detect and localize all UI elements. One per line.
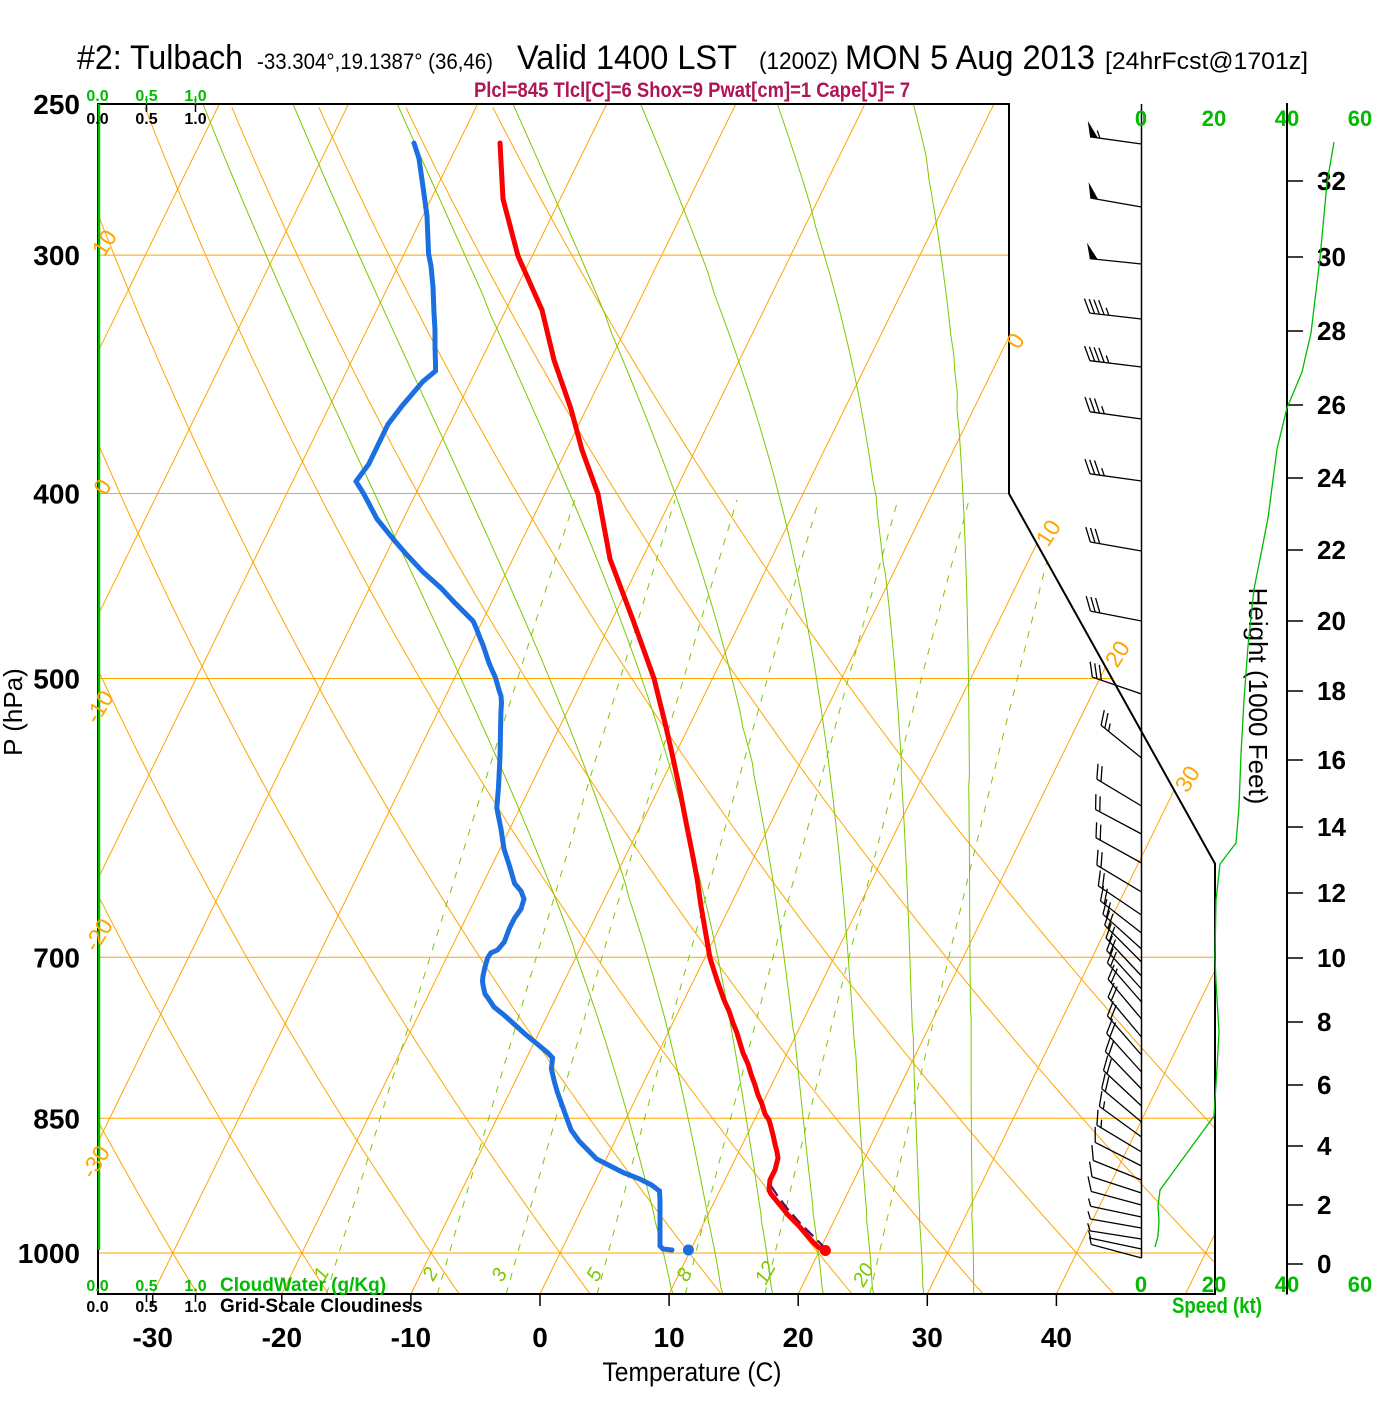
svg-text:4: 4 — [1317, 1131, 1332, 1161]
svg-text:0: 0 — [1135, 106, 1147, 131]
svg-text:0.5: 0.5 — [135, 111, 157, 128]
svg-text:8: 8 — [1317, 1007, 1331, 1037]
svg-text:10: 10 — [654, 1322, 685, 1353]
svg-text:P (hPa): P (hPa) — [0, 668, 28, 756]
svg-text:40: 40 — [1041, 1322, 1072, 1353]
svg-text:Temperature (C): Temperature (C) — [603, 1357, 782, 1387]
svg-text:20: 20 — [1202, 1272, 1226, 1297]
svg-text:700: 700 — [33, 942, 80, 973]
svg-text:0: 0 — [1135, 1272, 1147, 1297]
svg-text:0.0: 0.0 — [86, 111, 108, 128]
svg-text:MON 5 Aug 2013: MON 5 Aug 2013 — [845, 39, 1095, 77]
svg-text:500: 500 — [33, 664, 80, 695]
svg-text:#2: Tulbach: #2: Tulbach — [77, 39, 243, 77]
svg-text:-30: -30 — [132, 1322, 172, 1353]
svg-text:1.0: 1.0 — [184, 1278, 206, 1295]
svg-text:20: 20 — [1317, 606, 1346, 636]
svg-text:Grid-Scale Cloudiness: Grid-Scale Cloudiness — [220, 1296, 423, 1317]
svg-text:0.5: 0.5 — [135, 1299, 157, 1316]
svg-text:10: 10 — [1317, 943, 1346, 973]
svg-text:400: 400 — [33, 479, 80, 510]
svg-text:16: 16 — [1317, 745, 1346, 775]
svg-text:6: 6 — [1317, 1070, 1331, 1100]
svg-text:Valid 1400 LST: Valid 1400 LST — [517, 39, 737, 77]
svg-text:0.5: 0.5 — [135, 88, 157, 105]
svg-text:[24hrFcst@1701z]: [24hrFcst@1701z] — [1105, 48, 1308, 75]
svg-text:28: 28 — [1317, 316, 1346, 346]
svg-text:14: 14 — [1317, 812, 1346, 842]
svg-text:30: 30 — [1317, 242, 1346, 272]
svg-text:20: 20 — [1202, 106, 1226, 131]
svg-text:0.0: 0.0 — [86, 1278, 108, 1295]
svg-text:0.0: 0.0 — [86, 88, 108, 105]
svg-text:1000: 1000 — [18, 1238, 80, 1269]
svg-text:22: 22 — [1317, 535, 1346, 565]
svg-text:Height (1000 Feet): Height (1000 Feet) — [1243, 588, 1273, 805]
svg-text:32: 32 — [1317, 166, 1346, 196]
svg-text:0: 0 — [1317, 1249, 1331, 1279]
svg-text:250: 250 — [33, 89, 80, 120]
svg-text:1.0: 1.0 — [184, 111, 206, 128]
svg-text:30: 30 — [912, 1322, 943, 1353]
svg-text:Plcl=845 Tlcl[C]=6 Shox=9 Pwat: Plcl=845 Tlcl[C]=6 Shox=9 Pwat[cm]=1 Cap… — [474, 79, 910, 102]
svg-text:20: 20 — [783, 1322, 814, 1353]
svg-text:1.0: 1.0 — [184, 1299, 206, 1316]
svg-text:1.0: 1.0 — [184, 88, 206, 105]
svg-text:0.5: 0.5 — [135, 1278, 157, 1295]
svg-text:(1200Z): (1200Z) — [759, 48, 838, 75]
svg-text:CloudWater (g/Kg): CloudWater (g/Kg) — [220, 1275, 386, 1296]
svg-text:-20: -20 — [262, 1322, 302, 1353]
svg-text:60: 60 — [1348, 1272, 1372, 1297]
svg-text:0: 0 — [532, 1322, 548, 1353]
svg-text:2: 2 — [1317, 1190, 1331, 1220]
svg-text:0.0: 0.0 — [86, 1299, 108, 1316]
svg-text:12: 12 — [1317, 878, 1346, 908]
svg-text:26: 26 — [1317, 390, 1346, 420]
svg-text:24: 24 — [1317, 463, 1346, 493]
svg-text:18: 18 — [1317, 676, 1346, 706]
svg-text:850: 850 — [33, 1103, 80, 1134]
svg-text:60: 60 — [1348, 106, 1372, 131]
svg-text:Speed (kt): Speed (kt) — [1172, 1293, 1262, 1318]
svg-text:-10: -10 — [391, 1322, 431, 1353]
svg-text:300: 300 — [33, 240, 80, 271]
svg-text:-33.304°,19.1387° (36,46): -33.304°,19.1387° (36,46) — [257, 49, 493, 74]
